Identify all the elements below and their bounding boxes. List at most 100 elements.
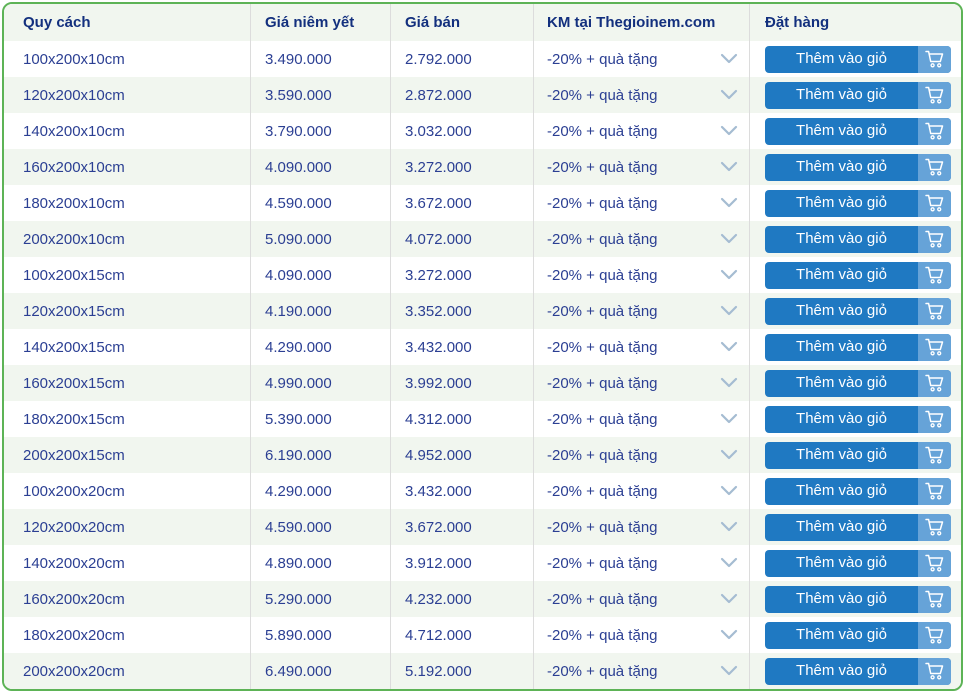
list-price-cell: 6.490.000 xyxy=(251,653,391,689)
table-row: 200x200x20cm 6.490.000 5.192.000 -20% + … xyxy=(4,653,961,689)
promo-toggle[interactable]: -20% + quà tặng xyxy=(534,293,750,329)
add-to-cart-label: Thêm vào giỏ xyxy=(796,50,887,67)
promo-toggle[interactable]: -20% + quà tặng xyxy=(534,41,750,77)
add-to-cart-button[interactable]: Thêm vào giỏ xyxy=(765,261,951,289)
promo-label: -20% + quà tặng xyxy=(547,86,658,104)
chevron-down-icon[interactable] xyxy=(720,305,738,317)
chevron-down-icon[interactable] xyxy=(720,377,738,389)
chevron-down-icon[interactable] xyxy=(720,161,738,173)
promo-toggle[interactable]: -20% + quà tặng xyxy=(534,185,750,221)
cart-icon[interactable] xyxy=(918,117,951,145)
add-to-cart-button[interactable]: Thêm vào giỏ xyxy=(765,405,951,433)
chevron-down-icon[interactable] xyxy=(720,485,738,497)
promo-toggle[interactable]: -20% + quà tặng xyxy=(534,509,750,545)
promo-toggle[interactable]: -20% + quà tặng xyxy=(534,149,750,185)
chevron-down-icon[interactable] xyxy=(720,197,738,209)
add-to-cart-button[interactable]: Thêm vào giỏ xyxy=(765,477,951,505)
add-to-cart-button[interactable]: Thêm vào giỏ xyxy=(765,369,951,397)
size-label: 160x200x15cm xyxy=(23,374,125,392)
size-label: 100x200x10cm xyxy=(23,50,125,68)
cart-icon[interactable] xyxy=(918,585,951,613)
add-to-cart-label: Thêm vào giỏ xyxy=(796,518,887,535)
cart-icon[interactable] xyxy=(918,189,951,217)
promo-toggle[interactable]: -20% + quà tặng xyxy=(534,653,750,689)
chevron-down-icon[interactable] xyxy=(720,341,738,353)
add-to-cart-button[interactable]: Thêm vào giỏ xyxy=(765,513,951,541)
chevron-down-icon[interactable] xyxy=(720,449,738,461)
add-to-cart-button[interactable]: Thêm vào giỏ xyxy=(765,333,951,361)
cart-icon[interactable] xyxy=(918,297,951,325)
cart-icon[interactable] xyxy=(918,513,951,541)
promo-label: -20% + quà tặng xyxy=(547,590,658,608)
cart-icon[interactable] xyxy=(918,369,951,397)
order-cell: Thêm vào giỏ xyxy=(750,401,961,437)
list-price-cell: 5.390.000 xyxy=(251,401,391,437)
size-label: 200x200x20cm xyxy=(23,662,125,680)
add-to-cart-button[interactable]: Thêm vào giỏ xyxy=(765,189,951,217)
list-price-label: 6.190.000 xyxy=(265,446,332,464)
table-row: 120x200x20cm 4.590.000 3.672.000 -20% + … xyxy=(4,509,961,545)
add-to-cart-label: Thêm vào giỏ xyxy=(796,374,887,391)
cart-icon[interactable] xyxy=(918,405,951,433)
promo-toggle[interactable]: -20% + quà tặng xyxy=(534,221,750,257)
chevron-down-icon[interactable] xyxy=(720,269,738,281)
add-to-cart-button[interactable]: Thêm vào giỏ xyxy=(765,621,951,649)
chevron-down-icon[interactable] xyxy=(720,557,738,569)
cart-icon[interactable] xyxy=(918,81,951,109)
cart-icon[interactable] xyxy=(918,621,951,649)
add-to-cart-button[interactable]: Thêm vào giỏ xyxy=(765,549,951,577)
table-row: 140x200x15cm 4.290.000 3.432.000 -20% + … xyxy=(4,329,961,365)
cart-icon[interactable] xyxy=(918,441,951,469)
list-price-label: 4.990.000 xyxy=(265,374,332,392)
add-to-cart-button[interactable]: Thêm vào giỏ xyxy=(765,585,951,613)
chevron-down-icon[interactable] xyxy=(720,593,738,605)
sale-price-cell: 3.432.000 xyxy=(391,473,534,509)
add-to-cart-button[interactable]: Thêm vào giỏ xyxy=(765,441,951,469)
size-label: 200x200x15cm xyxy=(23,446,125,464)
table-row: 180x200x20cm 5.890.000 4.712.000 -20% + … xyxy=(4,617,961,653)
promo-label: -20% + quà tặng xyxy=(547,122,658,140)
add-to-cart-button[interactable]: Thêm vào giỏ xyxy=(765,297,951,325)
add-to-cart-button[interactable]: Thêm vào giỏ xyxy=(765,657,951,685)
sale-price-cell: 3.672.000 xyxy=(391,185,534,221)
chevron-down-icon[interactable] xyxy=(720,125,738,137)
chevron-down-icon[interactable] xyxy=(720,665,738,677)
chevron-down-icon[interactable] xyxy=(720,89,738,101)
size-label: 140x200x20cm xyxy=(23,554,125,572)
cart-icon[interactable] xyxy=(918,333,951,361)
promo-toggle[interactable]: -20% + quà tặng xyxy=(534,473,750,509)
promo-toggle[interactable]: -20% + quà tặng xyxy=(534,365,750,401)
promo-toggle[interactable]: -20% + quà tặng xyxy=(534,437,750,473)
add-to-cart-button[interactable]: Thêm vào giỏ xyxy=(765,45,951,73)
chevron-down-icon[interactable] xyxy=(720,413,738,425)
list-price-cell: 5.090.000 xyxy=(251,221,391,257)
cart-icon[interactable] xyxy=(918,153,951,181)
chevron-down-icon[interactable] xyxy=(720,629,738,641)
promo-toggle[interactable]: -20% + quà tặng xyxy=(534,545,750,581)
chevron-down-icon[interactable] xyxy=(720,233,738,245)
add-to-cart-button[interactable]: Thêm vào giỏ xyxy=(765,81,951,109)
add-to-cart-button[interactable]: Thêm vào giỏ xyxy=(765,225,951,253)
promo-toggle[interactable]: -20% + quà tặng xyxy=(534,329,750,365)
sale-price-label: 3.272.000 xyxy=(405,266,472,284)
promo-toggle[interactable]: -20% + quà tặng xyxy=(534,617,750,653)
add-to-cart-button[interactable]: Thêm vào giỏ xyxy=(765,153,951,181)
add-to-cart-button[interactable]: Thêm vào giỏ xyxy=(765,117,951,145)
promo-toggle[interactable]: -20% + quà tặng xyxy=(534,581,750,617)
promo-toggle[interactable]: -20% + quà tặng xyxy=(534,257,750,293)
chevron-down-icon[interactable] xyxy=(720,521,738,533)
sale-price-label: 3.432.000 xyxy=(405,338,472,356)
cart-icon[interactable] xyxy=(918,261,951,289)
cart-icon[interactable] xyxy=(918,549,951,577)
promo-toggle[interactable]: -20% + quà tặng xyxy=(534,401,750,437)
chevron-down-icon[interactable] xyxy=(720,53,738,65)
order-cell: Thêm vào giỏ xyxy=(750,185,961,221)
cart-icon[interactable] xyxy=(918,477,951,505)
promo-toggle[interactable]: -20% + quà tặng xyxy=(534,113,750,149)
promo-toggle[interactable]: -20% + quà tặng xyxy=(534,77,750,113)
size-cell: 180x200x20cm xyxy=(4,617,251,653)
cart-icon[interactable] xyxy=(918,225,951,253)
size-cell: 100x200x15cm xyxy=(4,257,251,293)
cart-icon[interactable] xyxy=(918,45,951,73)
cart-icon[interactable] xyxy=(918,657,951,685)
